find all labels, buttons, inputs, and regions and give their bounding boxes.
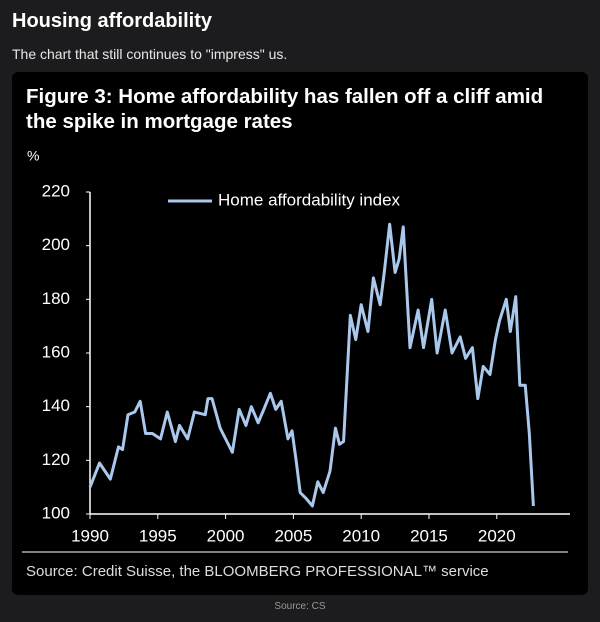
caption: Source: CS [274, 601, 326, 612]
chart-source: Source: Credit Suisse, the BLOOMBERG PRO… [26, 563, 489, 580]
x-tick-label: 2005 [274, 526, 312, 545]
y-tick-label: 180 [42, 289, 70, 308]
page-title: Housing affordability [12, 10, 212, 32]
data-line [88, 222, 535, 508]
y-tick-label: 200 [42, 235, 70, 254]
x-tick-label: 2020 [478, 526, 516, 545]
page-subtitle: The chart that still continues to "impre… [12, 46, 288, 62]
legend-label: Home affordability index [218, 190, 401, 209]
y-tick-label: 140 [42, 396, 70, 415]
y-axis-label: % [27, 148, 39, 164]
y-tick-label: 220 [42, 181, 70, 200]
x-tick-label: 1990 [71, 526, 109, 545]
y-tick-label: 100 [42, 503, 70, 522]
y-tick-label: 160 [42, 342, 70, 361]
x-tick-label: 2015 [410, 526, 448, 545]
y-tick-label: 120 [42, 450, 70, 469]
x-tick-label: 2010 [342, 526, 380, 545]
chart-title: Figure 3: Home affordability has fallen … [26, 85, 544, 133]
chart-panel [12, 72, 588, 595]
x-tick-label: 2000 [207, 526, 245, 545]
x-tick-label: 1995 [139, 526, 177, 545]
